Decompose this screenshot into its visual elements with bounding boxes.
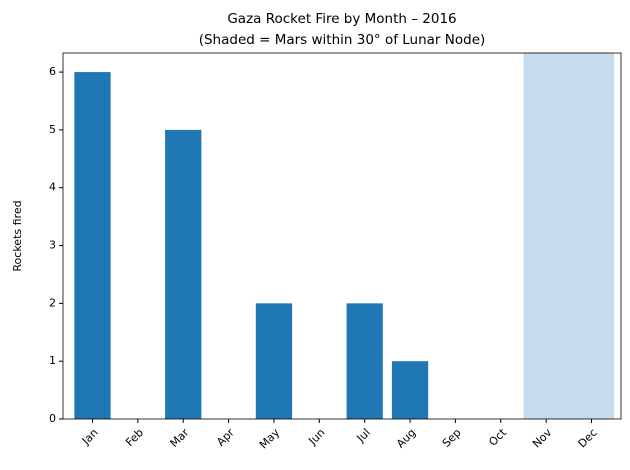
x-tick-label: Aug	[394, 426, 418, 450]
y-tick-label: 4	[49, 181, 56, 194]
y-axis-label: Rockets fired	[11, 200, 24, 271]
chart-subtitle: (Shaded = Mars within 30° of Lunar Node)	[199, 32, 486, 48]
x-tick-label: Dec	[576, 426, 600, 450]
bar	[391, 361, 429, 419]
x-tick-label: Feb	[123, 426, 146, 449]
x-tick-label: May	[257, 426, 283, 452]
bar	[255, 303, 293, 419]
x-tick-label: Sep	[440, 426, 464, 450]
bar	[346, 303, 383, 419]
shaded-span	[523, 53, 615, 419]
x-tick-label: Apr	[214, 426, 237, 449]
bar	[165, 129, 202, 420]
y-tick-label: 3	[49, 239, 56, 252]
chart-title: Gaza Rocket Fire by Month – 2016	[227, 11, 456, 27]
x-tick-label: Mar	[168, 426, 192, 450]
x-tick-label: Oct	[486, 426, 509, 449]
y-tick-label: 5	[49, 123, 56, 136]
plot-frame	[62, 52, 622, 420]
y-tick-label: 2	[49, 296, 56, 309]
y-tick-label: 0	[49, 412, 56, 425]
y-tick-label: 1	[49, 354, 56, 367]
x-tick-label: Jun	[306, 426, 328, 448]
x-tick-label: Nov	[530, 426, 555, 451]
x-tick-label: Jul	[354, 426, 373, 445]
x-tick-label: Jan	[79, 426, 101, 448]
y-tick-label: 6	[49, 65, 56, 78]
bar	[74, 72, 111, 419]
